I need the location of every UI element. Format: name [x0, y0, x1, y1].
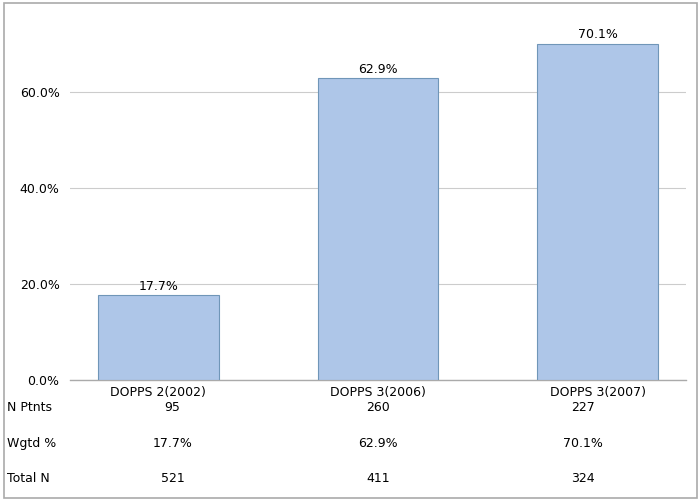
- Text: 521: 521: [161, 472, 185, 486]
- Bar: [537, 44, 658, 380]
- Text: Total N: Total N: [7, 472, 50, 486]
- Text: 70.1%: 70.1%: [578, 28, 617, 41]
- Bar: [318, 78, 438, 380]
- Text: 62.9%: 62.9%: [358, 438, 398, 450]
- Text: 17.7%: 17.7%: [153, 438, 192, 450]
- Text: 70.1%: 70.1%: [564, 438, 603, 450]
- Text: 17.7%: 17.7%: [139, 280, 178, 292]
- Text: 227: 227: [571, 401, 595, 414]
- Text: N Ptnts: N Ptnts: [7, 401, 52, 414]
- Text: 324: 324: [571, 472, 595, 486]
- Text: 260: 260: [366, 401, 390, 414]
- Text: 95: 95: [164, 401, 181, 414]
- Text: Wgtd %: Wgtd %: [7, 438, 56, 450]
- Bar: [98, 295, 219, 380]
- Text: 411: 411: [366, 472, 390, 486]
- Text: 62.9%: 62.9%: [358, 62, 398, 76]
